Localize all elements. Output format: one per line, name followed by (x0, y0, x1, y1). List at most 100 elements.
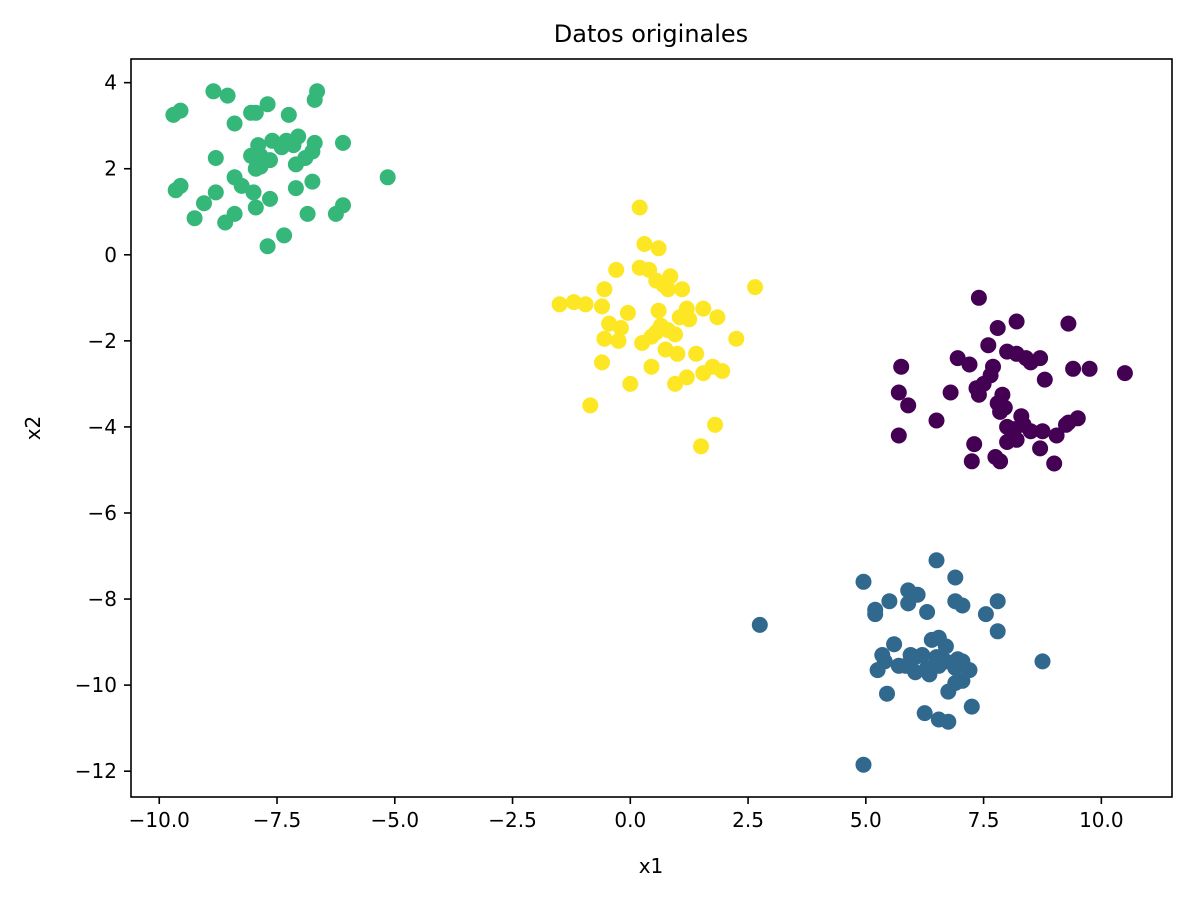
data-point-cluster-0-39 (1034, 423, 1051, 440)
data-point-cluster-3-0 (631, 199, 648, 216)
y-tick-label: −4 (88, 415, 117, 439)
data-point-cluster-3-25 (612, 320, 629, 336)
data-point-cluster-0-3 (1060, 315, 1077, 332)
data-point-cluster-1-3 (855, 573, 872, 590)
y-axis-ticks: 4 2 0 −2 −4 −6 −8 −10 −12 (75, 71, 131, 783)
data-point-cluster-3-10 (596, 281, 613, 298)
data-point-cluster-3-48 (693, 438, 709, 455)
data-point-cluster-0-21 (942, 384, 959, 401)
data-point-cluster-0-14 (1081, 360, 1098, 377)
data-point-cluster-3-32 (728, 330, 745, 347)
data-point-cluster-1-42 (879, 685, 895, 702)
data-point-cluster-2-8 (247, 104, 264, 121)
data-point-cluster-3-44 (667, 375, 684, 392)
data-point-cluster-3-5 (608, 261, 625, 278)
x-axis-ticks: −10.0 −7.5 −5.0 −2.5 0.0 2.5 5.0 7.5 10.0 (129, 797, 1124, 832)
data-point-cluster-1-8 (989, 593, 1006, 610)
data-point-cluster-1-0 (751, 616, 768, 633)
data-point-cluster-2-11 (335, 134, 351, 151)
data-point-cluster-3-46 (582, 397, 599, 414)
data-point-cluster-2-44 (186, 210, 203, 227)
data-point-cluster-3-16 (594, 298, 610, 315)
x-tick-label: −7.5 (253, 808, 302, 832)
data-point-cluster-1-43 (963, 698, 980, 715)
data-point-cluster-2-0 (205, 83, 222, 100)
data-point-cluster-3-18 (695, 300, 712, 317)
data-point-cluster-3-11 (660, 281, 676, 298)
y-tick-label: −12 (75, 759, 117, 783)
data-point-cluster-1-14 (977, 606, 994, 623)
x-tick-label: −5.0 (370, 808, 419, 832)
data-point-cluster-1-15 (989, 623, 1006, 640)
data-point-cluster-1-10 (954, 597, 971, 614)
data-point-cluster-0-0 (970, 289, 987, 306)
data-point-cluster-0-16 (893, 358, 910, 375)
data-point-cluster-2-4 (259, 96, 276, 113)
data-point-cluster-2-31 (304, 173, 321, 190)
y-tick-label: 4 (104, 71, 117, 95)
data-point-cluster-3-30 (596, 330, 613, 347)
data-point-cluster-3-45 (622, 375, 639, 392)
data-point-cluster-2-37 (262, 190, 278, 207)
data-point-cluster-2-40 (247, 199, 264, 216)
data-point-cluster-2-25 (287, 156, 304, 173)
data-point-cluster-1-40 (954, 672, 971, 689)
y-tick-label: 2 (104, 157, 117, 181)
data-point-cluster-1-12 (867, 606, 884, 623)
data-point-cluster-3-21 (709, 309, 726, 326)
data-point-cluster-2-9 (280, 106, 297, 123)
data-point-cluster-2-10 (226, 115, 243, 132)
data-point-cluster-3-13 (565, 294, 582, 311)
data-point-cluster-3-39 (643, 358, 660, 375)
data-point-cluster-0-10 (949, 350, 966, 367)
data-point-cluster-2-28 (379, 169, 396, 186)
data-point-cluster-0-43 (1008, 431, 1025, 448)
data-point-cluster-2-27 (252, 158, 269, 175)
data-point-cluster-3-34 (634, 335, 651, 351)
data-point-cluster-3-47 (707, 416, 724, 433)
data-point-cluster-3-37 (669, 345, 686, 362)
x-tick-label: −2.5 (488, 808, 537, 832)
x-tick-label: −10.0 (129, 808, 190, 832)
data-point-cluster-0-41 (966, 436, 983, 453)
data-point-cluster-2-24 (207, 150, 224, 166)
data-point-cluster-0-47 (963, 453, 980, 470)
data-point-cluster-1-19 (937, 638, 954, 655)
data-point-cluster-2-19 (285, 137, 302, 154)
data-point-cluster-0-15 (1116, 365, 1133, 382)
data-point-cluster-0-11 (961, 356, 978, 373)
x-tick-label: 7.5 (968, 808, 1000, 832)
data-point-cluster-1-37 (869, 662, 886, 679)
data-point-cluster-2-36 (245, 184, 262, 201)
y-tick-label: −10 (75, 673, 117, 697)
data-point-cluster-1-36 (921, 666, 938, 683)
data-point-cluster-2-38 (196, 195, 212, 212)
data-point-cluster-3-2 (650, 240, 667, 257)
data-point-cluster-0-18 (1036, 371, 1053, 388)
data-point-cluster-3-9 (747, 279, 764, 296)
data-point-cluster-3-19 (650, 302, 667, 319)
data-point-cluster-3-33 (610, 332, 627, 349)
data-point-cluster-1-44 (916, 705, 933, 722)
y-tick-label: −8 (88, 587, 117, 611)
data-point-cluster-3-1 (636, 236, 653, 252)
data-point-cluster-1-47 (855, 756, 872, 773)
data-point-cluster-0-27 (992, 403, 1009, 420)
data-point-cluster-0-32 (1069, 410, 1086, 427)
data-point-cluster-3-36 (688, 345, 705, 362)
data-point-cluster-1-6 (881, 593, 898, 610)
data-point-cluster-3-14 (551, 296, 568, 313)
data-point-cluster-2-17 (273, 139, 290, 156)
data-point-cluster-3-42 (695, 365, 712, 382)
data-point-cluster-3-15 (577, 296, 594, 313)
data-point-cluster-1-46 (940, 713, 957, 730)
data-point-cluster-1-2 (947, 569, 964, 586)
data-point-cluster-1-35 (907, 664, 924, 681)
x-tick-label: 0.0 (614, 808, 646, 832)
plot-area-frame (130, 58, 1173, 798)
data-point-cluster-1-13 (919, 604, 936, 620)
data-point-cluster-1-41 (940, 683, 957, 700)
x-tick-label: 10.0 (1079, 808, 1124, 832)
